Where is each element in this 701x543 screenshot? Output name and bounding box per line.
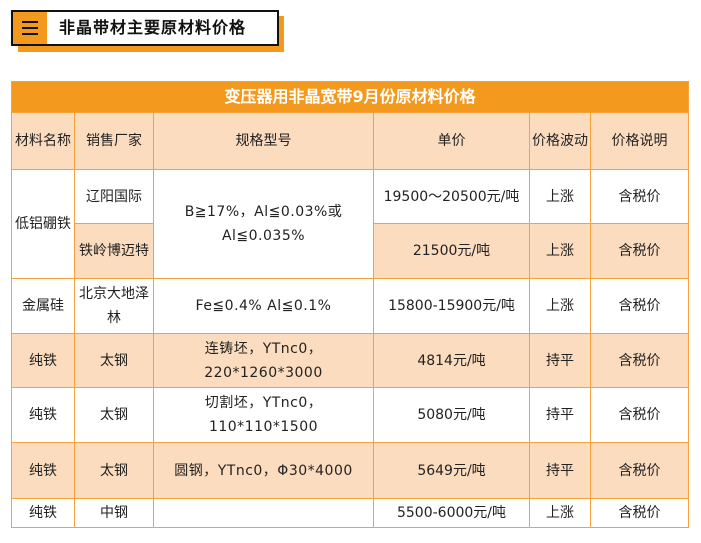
col-header-vendor: 销售厂家 <box>74 112 154 170</box>
price-table-wrapper: 变压器用非晶宽带9月份原材料价格 材料名称 销售厂家 规格型号 单价 价格波动 … <box>10 81 690 528</box>
cell-note: 含税价 <box>589 498 690 528</box>
col-header-spec: 规格型号 <box>153 112 374 170</box>
table-row: 纯铁 太钢 圆钢，YTnc0，Φ30*4000 5649元/吨 持平 含税价 <box>11 442 690 499</box>
cell-price: 15800-15900元/吨 <box>373 278 530 334</box>
cell-trend: 上涨 <box>529 223 591 279</box>
col-header-material: 材料名称 <box>11 112 75 170</box>
table-row: 纯铁 太钢 切割坯，YTnc0，110*110*1500 5080元/吨 持平 … <box>11 387 690 443</box>
cell-vendor: 太钢 <box>74 333 154 388</box>
cell-price: 19500～20500元/吨 <box>373 169 530 224</box>
cell-material: 纯铁 <box>11 333 75 388</box>
cell-vendor: 太钢 <box>74 387 154 443</box>
cell-trend: 上涨 <box>529 278 591 334</box>
cell-material: 纯铁 <box>11 498 75 528</box>
cell-price: 4814元/吨 <box>373 333 530 388</box>
cell-note: 含税价 <box>589 333 690 388</box>
cell-price: 21500元/吨 <box>373 223 530 279</box>
col-header-note: 价格说明 <box>589 112 690 170</box>
cell-material: 纯铁 <box>11 442 75 499</box>
cell-vendor: 北京大地泽林 <box>74 278 154 334</box>
cell-price: 5649元/吨 <box>373 442 530 499</box>
cell-vendor: 辽阳国际 <box>74 169 154 224</box>
cell-note: 含税价 <box>589 442 690 499</box>
section-header: 非晶带材主要原材料价格 <box>11 10 279 46</box>
cell-price: 5080元/吨 <box>373 387 530 443</box>
cell-vendor: 铁岭博迈特 <box>74 223 154 279</box>
cell-note: 含税价 <box>589 278 690 334</box>
table-header-row: 材料名称 销售厂家 规格型号 单价 价格波动 价格说明 <box>11 112 690 170</box>
table-caption: 变压器用非晶宽带9月份原材料价格 <box>10 81 690 113</box>
cell-spec: B≧17%，Al≦0.03%或Al≦0.035% <box>153 169 374 279</box>
cell-trend: 持平 <box>529 333 591 388</box>
table-row: 低铝硼铁 辽阳国际 B≧17%，Al≦0.03%或Al≦0.035% 19500… <box>11 169 690 279</box>
cell-material: 金属硅 <box>11 278 75 334</box>
section-title: 非晶带材主要原材料价格 <box>59 18 247 37</box>
cell-spec: Fe≦0.4% Al≦0.1% <box>153 278 374 334</box>
cell-spec <box>153 498 374 528</box>
table-row: 铁岭博迈特 21500元/吨 上涨 含税价 <box>12 223 690 279</box>
col-header-trend: 价格波动 <box>529 112 591 170</box>
col-header-price: 单价 <box>373 112 530 170</box>
cell-trend: 上涨 <box>529 498 591 528</box>
cell-material: 低铝硼铁 <box>11 169 75 279</box>
price-table: 变压器用非晶宽带9月份原材料价格 材料名称 销售厂家 规格型号 单价 价格波动 … <box>10 81 690 528</box>
cell-vendor: 中钢 <box>74 498 154 528</box>
cell-note: 含税价 <box>589 387 690 443</box>
table-row: 纯铁 中钢 5500-6000元/吨 上涨 含税价 <box>11 498 690 528</box>
menu-icon <box>13 12 47 44</box>
cell-spec: 连铸坯，YTnc0，220*1260*3000 <box>153 333 374 388</box>
cell-spec: 圆钢，YTnc0，Φ30*4000 <box>153 442 374 499</box>
cell-note: 含税价 <box>589 223 690 279</box>
cell-note: 含税价 <box>589 169 690 224</box>
table-row: 金属硅 北京大地泽林 Fe≦0.4% Al≦0.1% 15800-15900元/… <box>11 278 690 334</box>
cell-spec: 切割坯，YTnc0，110*110*1500 <box>153 387 374 443</box>
cell-material: 纯铁 <box>11 387 75 443</box>
cell-vendor: 太钢 <box>74 442 154 499</box>
cell-trend: 持平 <box>529 387 591 443</box>
cell-trend: 持平 <box>529 442 591 499</box>
table-row: 纯铁 太钢 连铸坯，YTnc0，220*1260*3000 4814元/吨 持平… <box>11 333 690 388</box>
cell-trend: 上涨 <box>529 169 591 224</box>
cell-price: 5500-6000元/吨 <box>373 498 530 528</box>
